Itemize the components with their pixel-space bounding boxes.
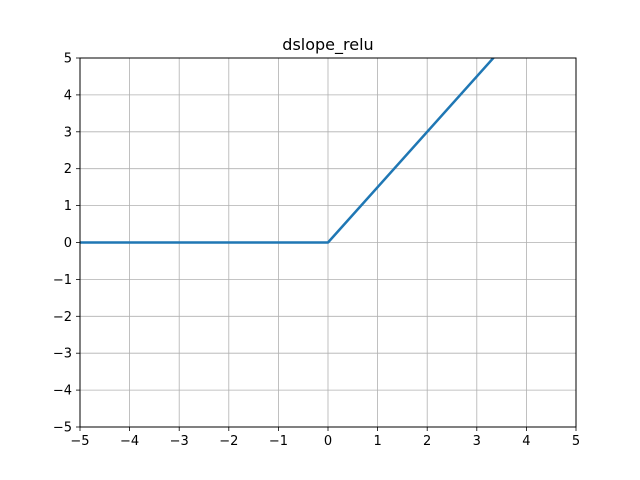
series-layer xyxy=(80,58,496,244)
x-tick-label: 5 xyxy=(572,434,580,449)
y-tick-label: 1 xyxy=(64,199,72,214)
x-tick-label: 1 xyxy=(373,434,381,449)
x-tick-label: −3 xyxy=(170,434,189,449)
x-tick-label: 2 xyxy=(423,434,431,449)
ticks: −5 −4 −3 −2 −1 0 1 2 3 4 5 −5 −4 −3 −2 −1 0 1 2 3 4 5 xyxy=(53,52,580,450)
y-tick-label: −2 xyxy=(53,310,72,325)
y-tick-label: −5 xyxy=(53,421,72,436)
x-tick-label: −2 xyxy=(219,434,238,449)
y-tick-label: 5 xyxy=(64,52,72,67)
y-tick-label: −1 xyxy=(53,273,72,288)
x-tick-label: 4 xyxy=(522,434,530,449)
x-tick-label: 0 xyxy=(324,434,332,449)
y-tick-label: 2 xyxy=(64,162,72,177)
x-tick-label: 3 xyxy=(473,434,481,449)
x-tick-label: −4 xyxy=(120,434,139,449)
y-tick-label: 3 xyxy=(64,125,72,140)
x-tick-label: −5 xyxy=(70,434,89,449)
y-tick-label: −4 xyxy=(53,384,72,399)
chart-title: dslope_relu xyxy=(282,35,373,55)
series-line xyxy=(80,58,496,244)
y-tick-label: −3 xyxy=(53,347,72,362)
y-tick-label: 0 xyxy=(64,236,72,251)
y-tick-label: 4 xyxy=(64,88,72,103)
x-tick-label: −1 xyxy=(269,434,288,449)
